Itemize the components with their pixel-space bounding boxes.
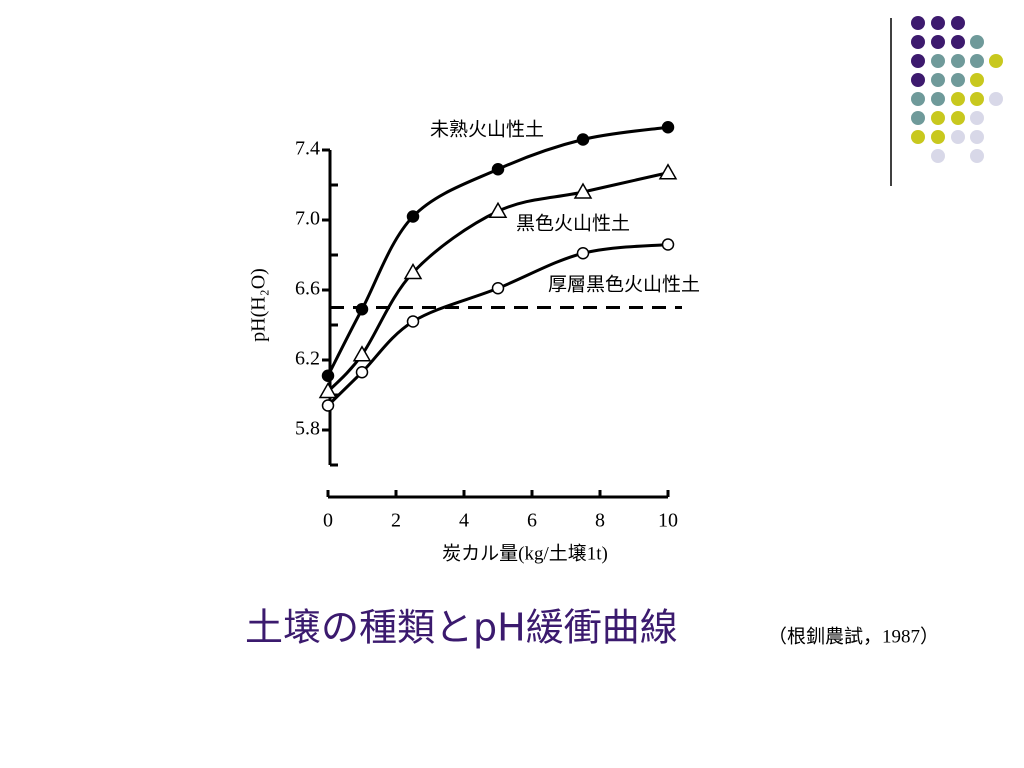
x-tick-label: 10 (658, 510, 678, 532)
deco-dot (970, 111, 984, 125)
marker (355, 366, 369, 379)
y-tick-label: 6.6 (295, 278, 320, 300)
y-tick-label: 7.4 (295, 138, 320, 160)
deco-dot (931, 35, 945, 49)
deco-dot (970, 54, 984, 68)
deco-dot (911, 73, 925, 87)
x-tick-label: 0 (323, 510, 333, 532)
series-label: 黒色火山性土 (516, 212, 630, 234)
y-tick-label: 7.0 (295, 208, 320, 230)
deco-dot (931, 73, 945, 87)
decoration (911, 16, 1003, 163)
y-axis-label: pH(H₂O) (248, 268, 270, 342)
marker (355, 303, 369, 316)
deco-dot (931, 92, 945, 106)
marker (573, 182, 593, 199)
marker (488, 201, 508, 218)
deco-dot (911, 92, 925, 106)
marker (658, 163, 678, 180)
series-label: 未熟火山性土 (430, 118, 544, 140)
deco-dot (951, 16, 965, 30)
marker (406, 210, 420, 223)
source: （根釧農試，1987） (768, 625, 939, 647)
x-tick-label: 6 (527, 510, 537, 532)
deco-dot (970, 149, 984, 163)
marker (661, 121, 675, 134)
x-tick-label: 8 (595, 510, 605, 532)
deco-dot (911, 16, 925, 30)
y-tick-label: 5.8 (295, 418, 320, 440)
slide-title: 土壌の種類とpH緩衝曲線 (245, 606, 678, 650)
deco-dot (951, 111, 965, 125)
deco-dot (931, 130, 945, 144)
marker (576, 133, 590, 146)
deco-dot (911, 130, 925, 144)
marker (352, 345, 372, 362)
x-tick-label: 2 (391, 510, 401, 532)
marker (491, 163, 505, 176)
deco-dot (951, 92, 965, 106)
deco-dot (911, 35, 925, 49)
deco-dot (989, 92, 1003, 106)
deco-dot (989, 54, 1003, 68)
deco-dot (931, 16, 945, 30)
marker (321, 369, 335, 382)
deco-dot (970, 73, 984, 87)
deco-dot (931, 54, 945, 68)
deco-dot (931, 111, 945, 125)
deco-dot (951, 54, 965, 68)
deco-dot (970, 35, 984, 49)
marker (576, 247, 590, 260)
series-label: 厚層黒色火山性土 (548, 273, 700, 295)
x-axis-label: 炭カル量(kg/土壌1t) (442, 542, 608, 564)
deco-dot (951, 73, 965, 87)
deco-dot (951, 35, 965, 49)
marker (321, 399, 335, 412)
deco-dot (911, 111, 925, 125)
marker (491, 282, 505, 295)
marker (403, 262, 423, 280)
y-tick-label: 6.2 (295, 348, 320, 370)
deco-dot (951, 130, 965, 144)
deco-dot (970, 130, 984, 144)
marker (318, 381, 338, 399)
marker (406, 315, 420, 328)
marker (661, 238, 675, 251)
deco-dot (911, 54, 925, 68)
deco-dot (970, 92, 984, 106)
deco-dot (931, 149, 945, 163)
x-tick-label: 4 (459, 510, 469, 532)
